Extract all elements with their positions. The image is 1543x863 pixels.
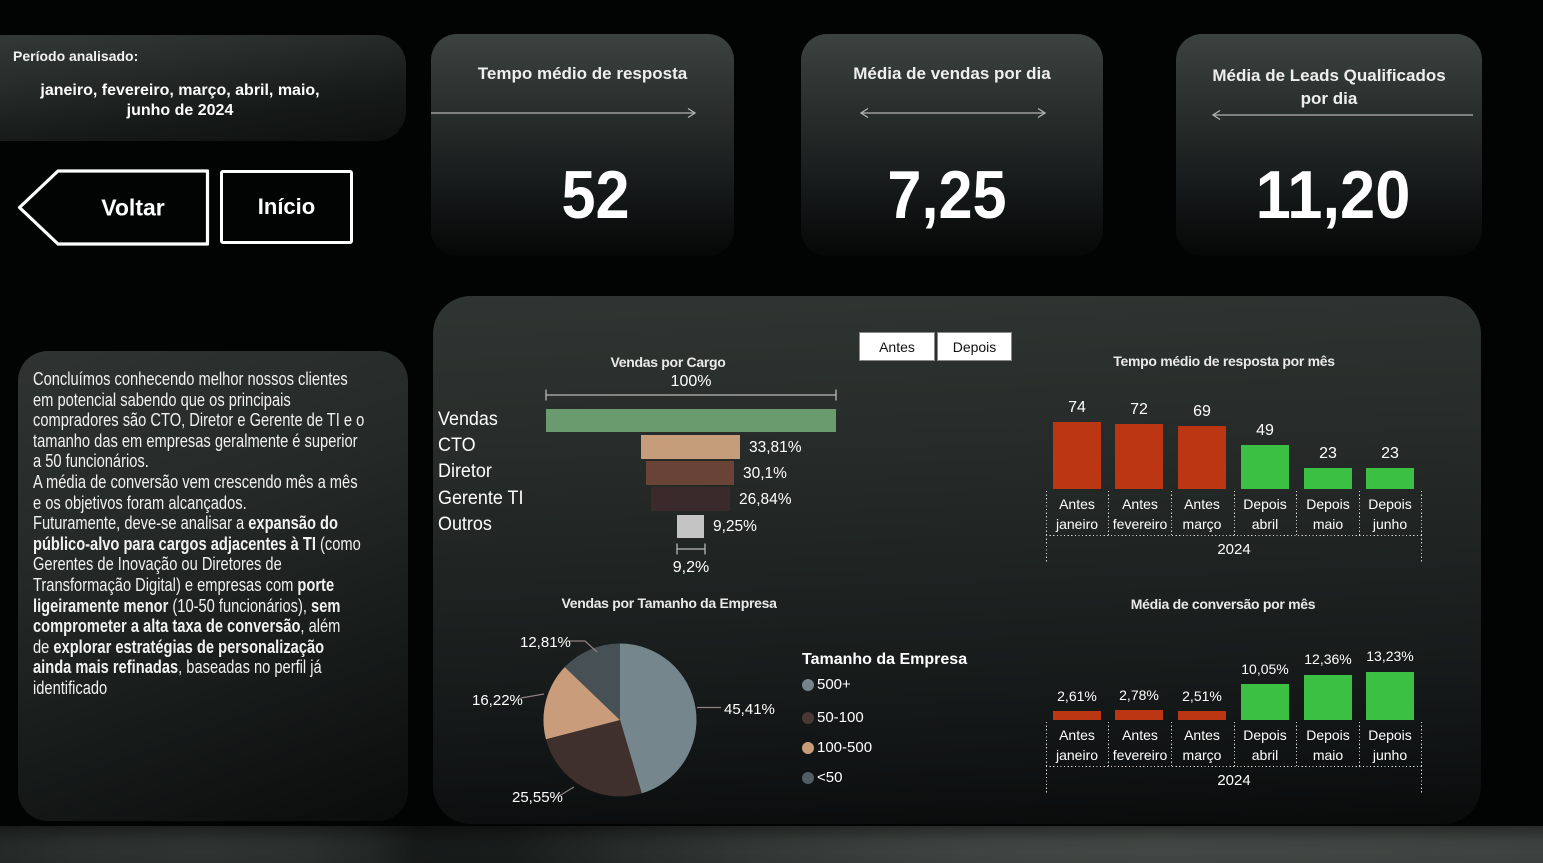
- svg-text:Voltar: Voltar: [101, 195, 165, 221]
